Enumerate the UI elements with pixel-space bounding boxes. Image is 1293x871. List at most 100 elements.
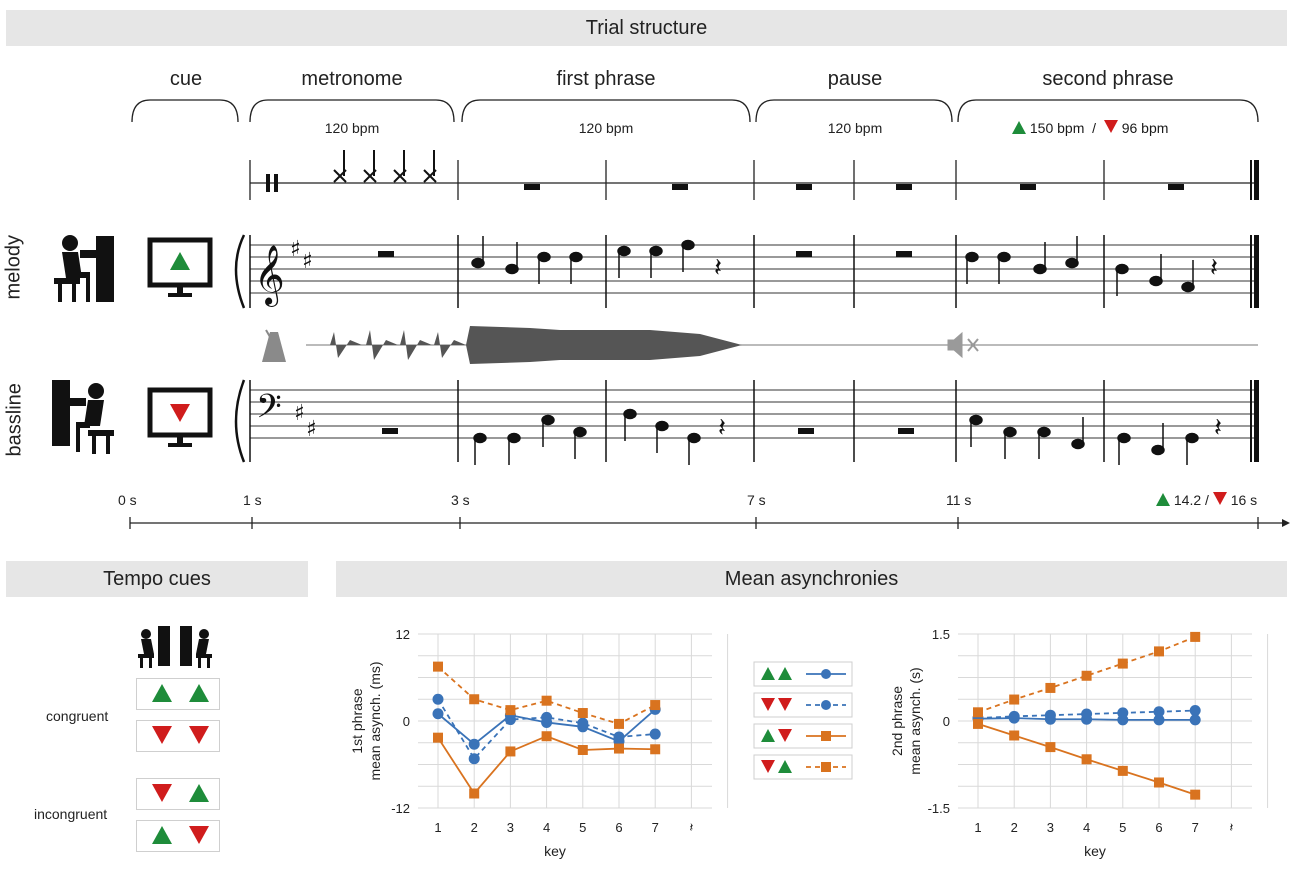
cue-box — [136, 720, 220, 752]
y-axis-label-line1: 2nd phrase — [889, 686, 905, 756]
time-label-end: 14.2 / 16 s — [1156, 492, 1257, 508]
score: 𝄞 ♯ ♯ 𝄽 𝄽 — [52, 150, 1259, 465]
bassline-notes — [473, 408, 1199, 465]
tempo-cues-title: Tempo cues — [103, 567, 211, 590]
data-point — [577, 708, 588, 719]
rest-symbol-icon: 𝄽 — [689, 820, 693, 835]
down-triangle-icon — [778, 729, 792, 742]
svg-text:♯: ♯ — [306, 417, 317, 442]
data-point — [1081, 670, 1092, 681]
metronome-icon — [262, 329, 286, 362]
waveform — [330, 326, 742, 364]
phase-label-second-phrase: second phrase — [1042, 68, 1174, 90]
melody-notes — [471, 236, 1195, 296]
up-triangle-icon — [1012, 121, 1026, 134]
x-tick-label: 7 — [652, 820, 659, 835]
data-point — [614, 718, 624, 729]
time-label-0: 0 s — [118, 492, 137, 508]
y-axis-label: 2nd phrase mean asynch. (s) — [889, 667, 923, 774]
mean-async-title: Mean asynchronies — [724, 567, 899, 590]
data-point — [1117, 765, 1128, 776]
data-point — [1081, 754, 1092, 765]
down-triangle-icon — [761, 760, 775, 773]
svg-text:♯: ♯ — [294, 401, 305, 426]
data-point — [541, 711, 553, 723]
pianist-icon — [54, 235, 114, 302]
x-tick-label: 2 — [471, 820, 478, 835]
mean-async-header: Mean asynchronies — [336, 561, 1287, 597]
data-point — [541, 695, 552, 706]
data-point — [1190, 631, 1201, 642]
data-point — [504, 714, 516, 726]
svg-text:𝄞: 𝄞 — [254, 245, 285, 307]
svg-text:♯: ♯ — [290, 237, 301, 262]
data-point — [650, 744, 661, 755]
svg-text:𝄢: 𝄢 — [256, 388, 282, 434]
time-end-sep: / — [1205, 492, 1209, 508]
cue-box — [136, 678, 220, 710]
time-end-fast: 14.2 — [1173, 492, 1202, 508]
legend-marker — [821, 731, 831, 741]
data-point — [1117, 707, 1129, 719]
data-point — [577, 717, 589, 729]
y-axis-label-line1: 1st phrase — [349, 688, 365, 754]
time-label-7: 7 s — [747, 492, 766, 508]
phase-label-cue: cue — [169, 68, 203, 90]
bpm-first-phrase: 120 bpm — [578, 120, 634, 136]
up-triangle-icon — [189, 684, 209, 702]
x-tick-label: 6 — [615, 820, 622, 835]
time-label-11: 11 s — [946, 492, 972, 508]
down-triangle-icon — [189, 826, 209, 844]
data-point — [469, 694, 480, 705]
bpm-sep: / — [1092, 120, 1097, 136]
svg-text:𝄽: 𝄽 — [714, 253, 722, 283]
data-point — [433, 732, 443, 743]
down-triangle-icon — [1103, 120, 1118, 133]
svg-text:♯: ♯ — [302, 249, 313, 274]
data-point — [1045, 742, 1056, 753]
cross-notes — [333, 150, 437, 183]
timeline-axis — [129, 517, 1290, 529]
phase-label-metronome: metronome — [301, 68, 403, 90]
x-tick-label: 5 — [579, 820, 586, 835]
data-point — [577, 745, 588, 755]
data-point — [1153, 706, 1165, 718]
x-tick-label: 6 — [1155, 820, 1162, 835]
down-triangle-icon — [778, 698, 792, 711]
chart-legend — [753, 661, 853, 780]
down-triangle-icon — [152, 726, 172, 744]
y-tick-label: 0 — [943, 714, 950, 729]
data-point — [1008, 710, 1020, 722]
data-point — [1117, 658, 1128, 669]
x-tick-label: 4 — [543, 820, 550, 835]
down-triangle-icon — [152, 784, 172, 802]
data-point — [433, 661, 443, 672]
y-tick-label: 1.5 — [932, 627, 950, 642]
cue-box — [136, 778, 220, 810]
data-point — [1044, 709, 1056, 721]
data-point — [1189, 714, 1201, 726]
svg-text:𝄽: 𝄽 — [1210, 253, 1218, 283]
cue-triangles — [152, 684, 209, 844]
tempo-cue-pianists — [138, 626, 212, 668]
legend-marker — [821, 700, 831, 710]
phase-label-first-phrase: first phrase — [556, 68, 656, 90]
data-point — [432, 708, 444, 720]
bpm-metronome: 120 bpm — [324, 120, 380, 136]
x-tick-label: 3 — [507, 820, 514, 835]
rest-symbol-icon: 𝄽 — [1229, 820, 1233, 835]
data-point — [469, 788, 480, 799]
data-point — [1189, 705, 1201, 717]
cue-box — [136, 820, 220, 852]
y-axis-label: 1st phrase mean asynch. (ms) — [349, 661, 383, 780]
data-point — [650, 700, 661, 711]
data-point — [614, 743, 624, 754]
down-triangle-icon — [761, 698, 775, 711]
data-point — [1009, 694, 1020, 705]
x-tick-label: 7 — [1192, 820, 1199, 835]
data-point — [541, 731, 552, 742]
data-point — [432, 693, 444, 705]
x-tick-label: 2 — [1011, 820, 1018, 835]
mute-icon — [947, 331, 979, 359]
